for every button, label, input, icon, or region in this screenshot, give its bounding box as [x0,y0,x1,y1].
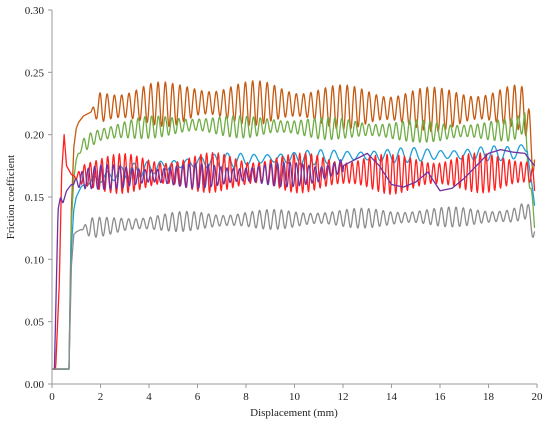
y-tick-label: 0.30 [25,5,45,17]
series-line-1 [51,80,536,370]
x-tick-label: 20 [532,391,544,403]
x-tick-label: 14 [386,391,398,403]
y-tick-label: 0.25 [25,67,45,79]
series-line-4 [51,134,536,370]
y-tick-label: 0.00 [25,379,45,391]
x-tick-label: 6 [195,391,201,403]
series-line-6 [51,203,536,370]
x-tick-label: 16 [435,391,447,403]
series-line-5 [51,148,536,370]
y-tick-label: 0.15 [25,192,45,204]
y-axis-title: Friction coefficient [5,155,17,239]
x-tick-label: 4 [146,391,152,403]
tick-layer: 0 2 4 6 8 10 12 14 16 18 20 0.00 0.05 0.10 0.15 0.20 0.2… [25,5,543,403]
x-axis-title: Displacement (mm) [250,407,338,419]
x-tick-label: 0 [49,391,55,403]
x-tick-label: 10 [289,391,301,403]
axes-layer [51,10,537,385]
x-tick-label: 12 [338,391,349,403]
x-tick-label: 2 [98,391,104,403]
series-line-2 [51,112,536,370]
x-tick-label: 8 [243,391,249,403]
y-tick-label: 0.10 [25,254,45,266]
series-layer [51,80,536,370]
y-tick-label: 0.20 [25,130,45,142]
x-tick-label: 18 [483,391,495,403]
y-tick-label: 0.05 [25,317,45,329]
